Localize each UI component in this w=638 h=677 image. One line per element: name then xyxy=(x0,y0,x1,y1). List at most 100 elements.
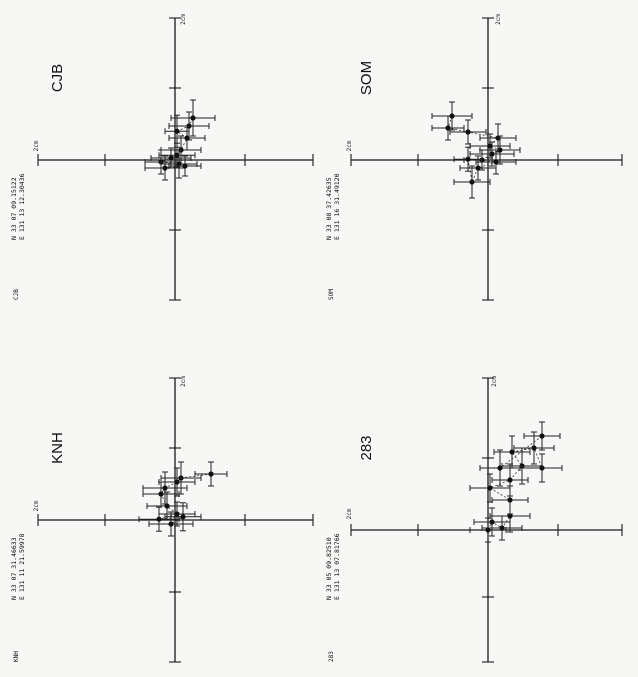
point-marker xyxy=(156,516,162,522)
point-marker xyxy=(507,477,513,483)
data-point xyxy=(160,461,202,495)
point-marker xyxy=(465,156,471,162)
point-marker xyxy=(497,147,503,153)
y-scale-label: 2cm xyxy=(495,14,502,25)
panel-283: 2cm 2cm 283 283 N 33 05 09.82510 E 131 13 07.… xyxy=(325,376,623,663)
station-label: SOM xyxy=(358,61,375,95)
panel-som: 2cm 2cm SOM SOM N 33 08 37.42635 E 131 16 31.… xyxy=(325,14,623,301)
point-marker xyxy=(174,511,180,517)
data-point xyxy=(164,114,190,148)
point-marker xyxy=(493,159,499,165)
point-marker xyxy=(174,479,180,485)
data-point xyxy=(164,502,202,532)
point-marker xyxy=(208,471,214,477)
data-point xyxy=(142,481,180,507)
point-marker xyxy=(531,445,537,451)
point-marker xyxy=(497,465,503,471)
point-marker xyxy=(487,143,493,149)
data-point xyxy=(194,461,228,487)
point-marker xyxy=(190,115,196,121)
point-marker xyxy=(164,503,170,509)
station-code: KNH xyxy=(13,651,20,662)
data-point xyxy=(453,165,491,199)
data-point xyxy=(148,511,194,537)
data-point xyxy=(431,101,473,131)
longitude-label: E 131 11 21.59978 xyxy=(18,533,26,600)
point-marker xyxy=(174,128,180,134)
point-marker xyxy=(162,165,168,171)
x-scale-label: 2cm xyxy=(346,508,353,519)
point-marker xyxy=(475,165,481,171)
point-marker xyxy=(465,129,471,135)
trajectory-line xyxy=(160,117,194,169)
point-marker xyxy=(539,465,545,471)
station-code: CJB xyxy=(13,289,20,300)
data-point xyxy=(491,463,529,497)
point-marker xyxy=(182,163,188,169)
data-point xyxy=(475,149,517,175)
point-marker xyxy=(507,497,513,503)
x-scale-label: 2cm xyxy=(33,140,40,151)
data-point xyxy=(168,155,202,177)
station-label: CJB xyxy=(49,64,66,92)
station-label: KNH xyxy=(49,432,66,464)
data-point xyxy=(479,449,521,487)
station-code: 283 xyxy=(328,651,335,662)
data-point xyxy=(170,99,216,137)
latitude-label: N 33 07 09.15122 xyxy=(10,177,18,240)
station-code: SOM xyxy=(328,289,335,300)
y-scale-label: 2cm xyxy=(180,376,187,387)
point-marker xyxy=(184,135,190,141)
point-marker xyxy=(445,125,451,131)
data-point xyxy=(449,119,487,145)
latitude-label: N 33 08 37.42635 xyxy=(325,177,333,240)
data-point xyxy=(493,435,531,469)
point-marker xyxy=(469,179,475,185)
data-point xyxy=(459,155,497,181)
point-marker xyxy=(168,155,174,161)
point-marker xyxy=(178,475,184,481)
point-marker xyxy=(180,514,186,520)
point-marker xyxy=(495,135,501,141)
data-point xyxy=(521,453,563,483)
point-marker xyxy=(162,485,168,491)
point-marker xyxy=(168,521,174,527)
x-scale-label: 2cm xyxy=(33,500,40,511)
point-marker xyxy=(499,525,505,531)
panel-cjb: 2cm 2cm CJB CJB N 33 07 09.15122 E 131 13 12.… xyxy=(10,14,314,301)
point-marker xyxy=(539,433,545,439)
point-marker xyxy=(487,485,493,491)
data-point xyxy=(469,141,515,167)
point-marker xyxy=(489,151,495,157)
latitude-label: N 33 07 31.46633 xyxy=(10,537,18,600)
data-point xyxy=(513,431,555,465)
point-marker xyxy=(485,527,491,533)
station-label: 283 xyxy=(358,435,375,460)
y-scale-label: 2cm xyxy=(491,376,498,387)
data-point xyxy=(431,115,465,141)
y-scale-label: 2cm xyxy=(180,14,187,25)
x-scale-label: 2cm xyxy=(346,140,353,151)
latitude-label: N 33 05 09.82510 xyxy=(325,537,333,600)
longitude-label: E 131 13 12.30436 xyxy=(18,173,26,240)
longitude-label: E 131 13 07.81766 xyxy=(333,533,341,600)
data-point xyxy=(168,125,206,151)
point-marker xyxy=(507,513,513,519)
data-point xyxy=(160,149,198,179)
data-point xyxy=(158,142,196,168)
point-marker xyxy=(174,152,180,158)
data-point xyxy=(479,123,517,153)
data-point xyxy=(138,506,180,532)
panel-knh: 2cm 2cm KNH KNH N 33 07 31.46633 E 131 11 21.… xyxy=(10,376,314,663)
data-point xyxy=(146,491,188,521)
point-marker xyxy=(158,491,164,497)
data-point xyxy=(473,507,511,537)
longitude-label: E 131 16 31.49120 xyxy=(333,173,341,240)
data-point xyxy=(523,421,561,451)
data-point xyxy=(469,473,511,503)
point-marker xyxy=(176,161,182,167)
data-point xyxy=(453,146,483,172)
point-marker xyxy=(449,113,455,119)
point-marker xyxy=(489,519,495,525)
